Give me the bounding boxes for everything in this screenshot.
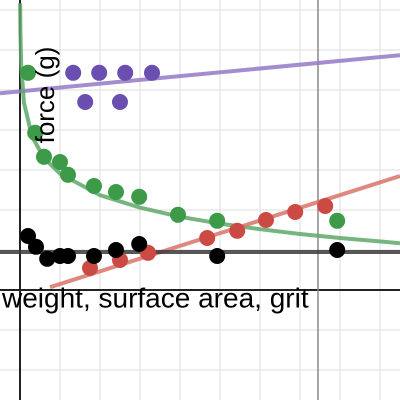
data-point <box>317 198 334 214</box>
data-point <box>91 64 108 81</box>
y-axis-label: force (g) <box>30 47 60 144</box>
data-point <box>112 94 128 110</box>
data-point <box>117 64 134 81</box>
data-point <box>209 248 226 264</box>
data-point <box>131 188 148 205</box>
data-point <box>36 148 52 165</box>
data-point <box>20 64 36 81</box>
x-axis-label: weight, surface area, grit <box>1 282 309 313</box>
data-point <box>287 204 304 220</box>
data-point <box>52 154 68 170</box>
data-point <box>27 124 44 141</box>
fit-line <box>49 174 400 290</box>
data-point <box>60 248 76 264</box>
data-point <box>199 230 216 246</box>
data-point <box>39 250 56 267</box>
data-point <box>77 94 94 110</box>
data-point <box>86 248 102 264</box>
plot <box>0 3 400 290</box>
data-point <box>108 242 124 258</box>
data-point <box>209 212 226 229</box>
data-point <box>86 178 102 194</box>
data-point <box>329 242 346 258</box>
data-point <box>60 166 76 183</box>
data-point <box>329 212 346 229</box>
data-point <box>144 64 160 81</box>
fit-line <box>0 53 400 96</box>
data-point <box>65 64 82 81</box>
data-point <box>108 184 124 200</box>
data-point <box>170 206 186 223</box>
data-point <box>258 212 274 228</box>
fit-line <box>18 3 400 246</box>
data-point <box>229 222 246 239</box>
data-point <box>131 236 148 252</box>
data-point <box>28 238 44 255</box>
